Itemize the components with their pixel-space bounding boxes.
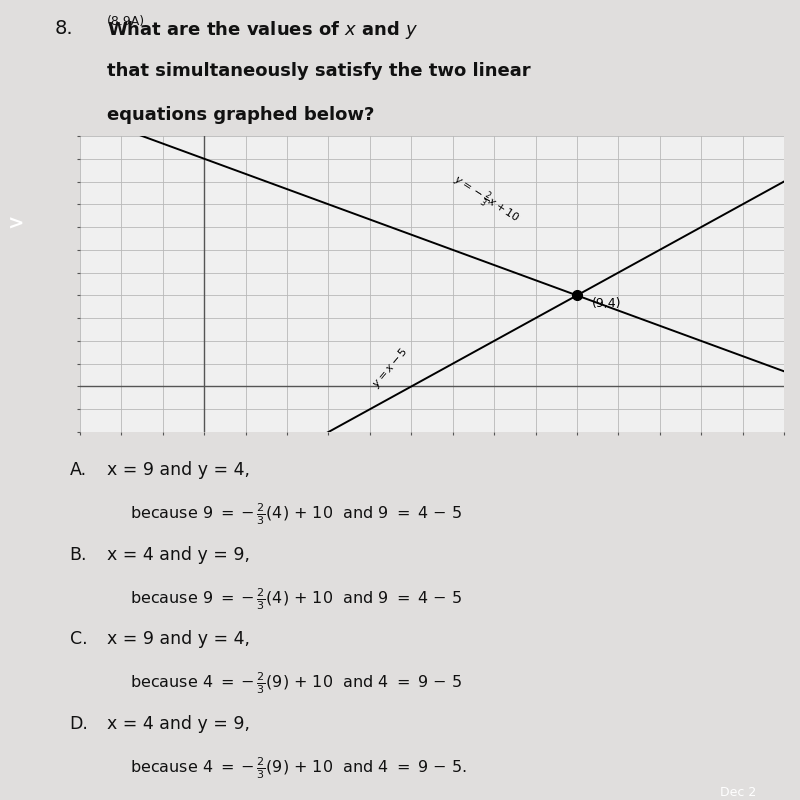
Text: because 9 $= -\frac{2}{3}$(4) $+ $ 10  and 9 $= $ 4 $- $ 5: because 9 $= -\frac{2}{3}$(4) $+ $ 10 an… bbox=[130, 586, 462, 612]
Text: A.: A. bbox=[70, 461, 86, 479]
Text: 8.: 8. bbox=[54, 19, 73, 38]
Text: x = 4 and y = 9,: x = 4 and y = 9, bbox=[107, 714, 250, 733]
Text: because 4 $= -\frac{2}{3}$(9) $+ $ 10  and 4 $= $ 9 $- $ 5.: because 4 $= -\frac{2}{3}$(9) $+ $ 10 an… bbox=[130, 755, 466, 781]
Text: What are the values of $x$ and $y$: What are the values of $x$ and $y$ bbox=[107, 19, 418, 41]
Text: equations graphed below?: equations graphed below? bbox=[107, 106, 374, 124]
Text: >: > bbox=[8, 214, 24, 234]
Text: (8.9A): (8.9A) bbox=[107, 14, 146, 28]
Text: because 4 $= -\frac{2}{3}$(9) $+ $ 10  and 4 $= $ 9 $- $ 5: because 4 $= -\frac{2}{3}$(9) $+ $ 10 an… bbox=[130, 670, 462, 696]
Text: x = 9 and y = 4,: x = 9 and y = 4, bbox=[107, 630, 250, 648]
Text: D.: D. bbox=[70, 714, 89, 733]
Text: C.: C. bbox=[70, 630, 87, 648]
Text: B.: B. bbox=[70, 546, 87, 563]
Text: x = 4 and y = 9,: x = 4 and y = 9, bbox=[107, 546, 250, 563]
Text: Dec 2: Dec 2 bbox=[720, 786, 756, 798]
Text: (9,4): (9,4) bbox=[591, 297, 621, 310]
Text: $y = x-5$: $y = x-5$ bbox=[370, 345, 412, 391]
Text: because 9 $= -\frac{2}{3}$(4) $+ $ 10  and 9 $= $ 4 $- $ 5: because 9 $= -\frac{2}{3}$(4) $+ $ 10 an… bbox=[130, 502, 462, 527]
Text: x = 9 and y = 4,: x = 9 and y = 4, bbox=[107, 461, 250, 479]
Text: that simultaneously satisfy the two linear: that simultaneously satisfy the two line… bbox=[107, 62, 531, 80]
Text: $y = -\frac{2}{3}x+10$: $y = -\frac{2}{3}x+10$ bbox=[448, 170, 524, 230]
